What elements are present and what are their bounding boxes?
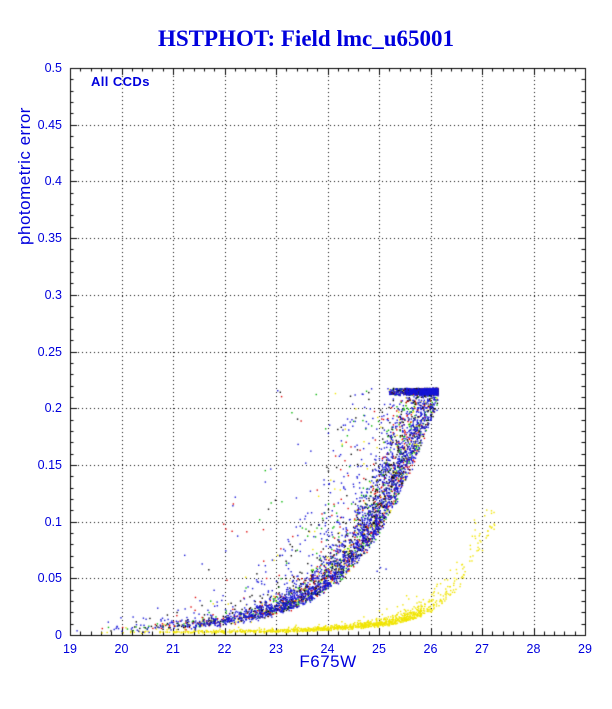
plot-title: HSTPHOT: Field lmc_u65001: [157, 26, 455, 51]
x-axis-label: F675W: [299, 652, 357, 671]
all-ccds-annotation: All CCDs: [91, 74, 150, 89]
y-axis-label: photometric error: [15, 107, 34, 245]
